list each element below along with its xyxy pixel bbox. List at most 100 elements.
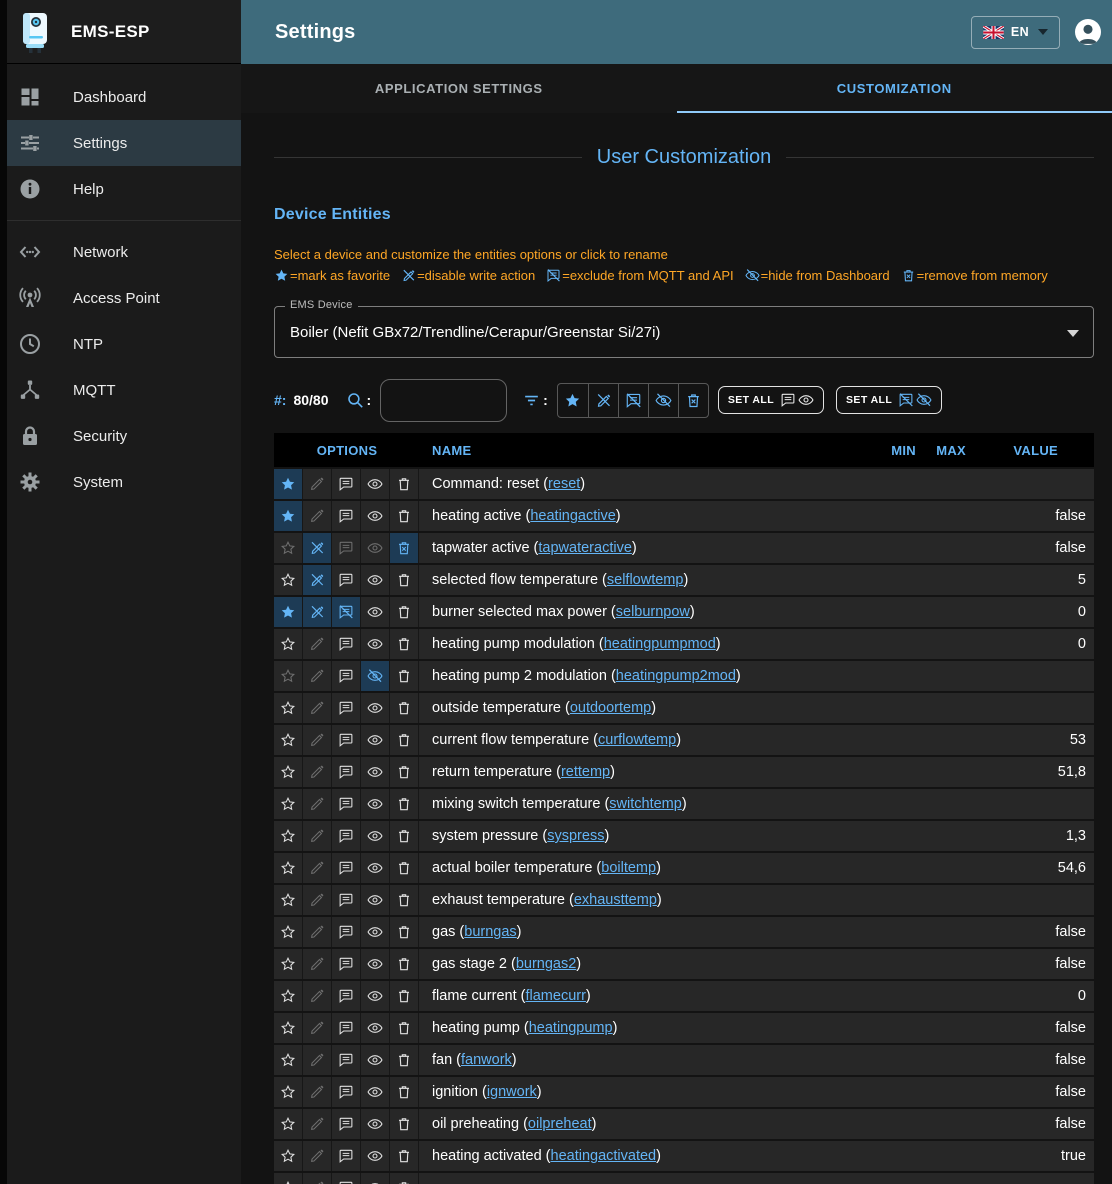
- entity-name[interactable]: system pressure (syspress): [432, 828, 610, 844]
- write-toggle[interactable]: [303, 1045, 332, 1075]
- memory-toggle[interactable]: [390, 917, 419, 947]
- dashboard-toggle[interactable]: [361, 1077, 390, 1107]
- entity-code-link[interactable]: tapwateractive: [538, 540, 632, 556]
- entity-code-link[interactable]: switchtemp: [609, 796, 682, 812]
- dashboard-toggle[interactable]: [361, 821, 390, 851]
- dashboard-toggle[interactable]: [361, 661, 390, 691]
- filter-toggle-chat-off-icon[interactable]: [617, 383, 648, 417]
- memory-toggle[interactable]: [390, 981, 419, 1011]
- dashboard-toggle[interactable]: [361, 533, 390, 563]
- dashboard-toggle[interactable]: [361, 629, 390, 659]
- favorite-toggle[interactable]: [274, 469, 303, 499]
- entity-name[interactable]: heating pump 2 modulation (heatingpump2m…: [432, 668, 741, 684]
- entity-code-link[interactable]: exhausttemp: [573, 892, 657, 908]
- dashboard-toggle[interactable]: [361, 757, 390, 787]
- entity-code-link[interactable]: fanwork: [461, 1052, 512, 1068]
- write-toggle[interactable]: [303, 981, 332, 1011]
- entity-name[interactable]: tapwater active (tapwateractive): [432, 540, 637, 556]
- memory-toggle[interactable]: [390, 565, 419, 595]
- entity-code-link[interactable]: curflowtemp: [598, 732, 677, 748]
- write-toggle[interactable]: [303, 725, 332, 755]
- dashboard-toggle[interactable]: [361, 1045, 390, 1075]
- dashboard-toggle[interactable]: [361, 1013, 390, 1043]
- memory-toggle[interactable]: [390, 1141, 419, 1171]
- mqtt-toggle[interactable]: [332, 981, 361, 1011]
- favorite-toggle[interactable]: [274, 1141, 303, 1171]
- memory-toggle[interactable]: [390, 1045, 419, 1075]
- mqtt-toggle[interactable]: [332, 1109, 361, 1139]
- favorite-toggle[interactable]: [274, 501, 303, 531]
- filter-toggle-star-icon[interactable]: [558, 384, 588, 417]
- entity-name[interactable]: outside temperature (outdoortemp): [432, 700, 657, 716]
- entity-name[interactable]: gas (burngas): [432, 924, 522, 940]
- favorite-toggle[interactable]: [274, 1013, 303, 1043]
- mqtt-toggle[interactable]: [332, 1077, 361, 1107]
- entity-name[interactable]: heating activated (heatingactivated): [432, 1148, 661, 1164]
- entity-code-link[interactable]: syspress: [547, 828, 605, 844]
- favorite-toggle[interactable]: [274, 661, 303, 691]
- favorite-toggle[interactable]: [274, 693, 303, 723]
- mqtt-toggle[interactable]: [332, 1013, 361, 1043]
- mqtt-toggle[interactable]: [332, 629, 361, 659]
- favorite-toggle[interactable]: [274, 853, 303, 883]
- sidebar-item-network[interactable]: Network: [0, 229, 241, 275]
- favorite-toggle[interactable]: [274, 1109, 303, 1139]
- sidebar-item-help[interactable]: Help: [0, 166, 241, 212]
- write-toggle[interactable]: [303, 533, 332, 563]
- entity-name[interactable]: return temperature (rettemp): [432, 764, 615, 780]
- memory-toggle[interactable]: [390, 661, 419, 691]
- entity-code-link[interactable]: oilpreheat: [527, 1116, 592, 1132]
- memory-toggle[interactable]: [390, 597, 419, 627]
- memory-toggle[interactable]: [390, 533, 419, 563]
- memory-toggle[interactable]: [390, 1013, 419, 1043]
- tab-customization[interactable]: CUSTOMIZATION: [676, 64, 1112, 113]
- entity-name[interactable]: ignition (ignwork): [432, 1084, 542, 1100]
- entity-name[interactable]: heating pump (heatingpump): [432, 1020, 618, 1036]
- memory-toggle[interactable]: [390, 693, 419, 723]
- dashboard-toggle[interactable]: [361, 501, 390, 531]
- write-toggle[interactable]: [303, 1141, 332, 1171]
- mqtt-toggle[interactable]: [332, 1045, 361, 1075]
- write-toggle[interactable]: [303, 1173, 332, 1184]
- dashboard-toggle[interactable]: [361, 1109, 390, 1139]
- entity-name[interactable]: exhaust temperature (exhausttemp): [432, 892, 662, 908]
- set-all-show-button[interactable]: SET ALL: [717, 386, 825, 414]
- mqtt-toggle[interactable]: [332, 501, 361, 531]
- favorite-toggle[interactable]: [274, 1045, 303, 1075]
- entity-name[interactable]: heating active (heatingactive): [432, 508, 621, 524]
- mqtt-toggle[interactable]: [332, 949, 361, 979]
- favorite-toggle[interactable]: [274, 1173, 303, 1184]
- mqtt-toggle[interactable]: [332, 885, 361, 915]
- favorite-toggle[interactable]: [274, 597, 303, 627]
- dashboard-toggle[interactable]: [361, 853, 390, 883]
- memory-toggle[interactable]: [390, 501, 419, 531]
- search-input[interactable]: [380, 378, 508, 422]
- sidebar-item-ntp[interactable]: NTP: [0, 321, 241, 367]
- mqtt-toggle[interactable]: [332, 469, 361, 499]
- write-toggle[interactable]: [303, 853, 332, 883]
- entity-code-link[interactable]: flamecurr: [525, 988, 586, 1004]
- sidebar-item-mqtt[interactable]: MQTT: [0, 367, 241, 413]
- write-toggle[interactable]: [303, 949, 332, 979]
- memory-toggle[interactable]: [390, 725, 419, 755]
- write-toggle[interactable]: [303, 789, 332, 819]
- memory-toggle[interactable]: [390, 629, 419, 659]
- dashboard-toggle[interactable]: [361, 725, 390, 755]
- favorite-toggle[interactable]: [274, 533, 303, 563]
- mqtt-toggle[interactable]: [332, 757, 361, 787]
- memory-toggle[interactable]: [390, 1109, 419, 1139]
- favorite-toggle[interactable]: [274, 949, 303, 979]
- write-toggle[interactable]: [303, 597, 332, 627]
- entity-name[interactable]: actual boiler temperature (boiltemp): [432, 860, 661, 876]
- mqtt-toggle[interactable]: [332, 821, 361, 851]
- write-toggle[interactable]: [303, 661, 332, 691]
- favorite-toggle[interactable]: [274, 565, 303, 595]
- mqtt-toggle[interactable]: [332, 725, 361, 755]
- set-all-hide-button[interactable]: SET ALL: [836, 386, 943, 414]
- favorite-toggle[interactable]: [274, 1077, 303, 1107]
- favorite-toggle[interactable]: [274, 917, 303, 947]
- sidebar-item-settings[interactable]: Settings: [0, 120, 241, 166]
- dashboard-toggle[interactable]: [361, 1141, 390, 1171]
- mqtt-toggle[interactable]: [332, 917, 361, 947]
- tab-application-settings[interactable]: APPLICATION SETTINGS: [374, 81, 543, 96]
